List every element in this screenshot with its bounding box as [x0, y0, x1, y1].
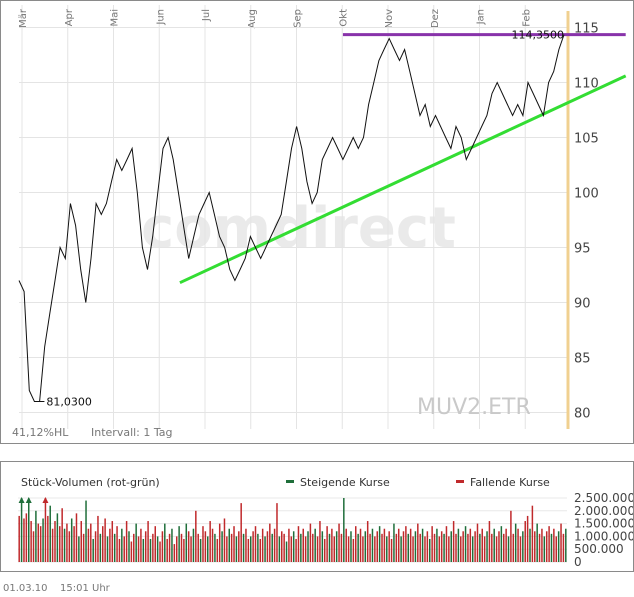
price-tick-label: 80	[574, 407, 591, 422]
footer-date: 01.03.10	[3, 583, 48, 594]
price-tick-label: 100	[574, 187, 599, 202]
legend-rising-swatch	[286, 480, 294, 483]
volume-title: Stück-Volumen (rot-grün)	[21, 476, 160, 489]
footer-time: 15:01 Uhr	[60, 583, 110, 594]
price-series-line	[18, 34, 565, 402]
month-tick-label: Jul	[201, 9, 212, 22]
month-tick-label: Mär	[18, 8, 29, 28]
month-tick-label: Sep	[293, 9, 304, 28]
month-tick-label: Jun	[155, 9, 166, 26]
legend-falling-swatch	[456, 480, 464, 483]
ticker-label: MUV2.ETR	[417, 395, 531, 420]
volume-chart: Stück-Volumen (rot-grün) Steigende Kurse…	[18, 476, 634, 569]
price-tick-label: 115	[574, 22, 599, 37]
legend-rising-label: Steigende Kurse	[300, 476, 390, 489]
volume-overflow-arrow	[18, 497, 25, 503]
price-tick-label: 105	[574, 132, 599, 147]
trendline	[179, 74, 627, 285]
hl-stat-label: 41,12%HL	[12, 426, 69, 439]
month-tick-label: Dez	[430, 9, 441, 28]
volume-tick-label: 2.000.000	[574, 504, 633, 518]
volume-tick-label: 2.500.000	[574, 491, 633, 505]
month-tick-label: Feb	[521, 9, 532, 27]
legend-falling-label: Fallende Kurse	[470, 476, 550, 489]
month-tick-label: Jan	[476, 9, 487, 25]
price-chart-panel: comdirect MärAprMaiJunJulAugSepOktNovDez…	[0, 0, 634, 444]
interval-label: Intervall: 1 Tag	[91, 426, 173, 439]
price-tick-label: 110	[574, 77, 599, 92]
volume-tick-label: 0	[574, 555, 582, 569]
volume-chart-panel: Stück-Volumen (rot-grün) Steigende Kurse…	[0, 461, 634, 572]
month-tick-label: Mai	[110, 9, 121, 27]
price-tick-label: 85	[574, 352, 591, 367]
high-value-label: 114,3500	[512, 29, 565, 42]
volume-overflow-arrow	[42, 497, 49, 503]
month-tick-label: Apr	[64, 8, 75, 26]
price-tick-label: 95	[574, 242, 591, 257]
price-tick-label: 90	[574, 297, 591, 312]
price-chart: comdirect MärAprMaiJunJulAugSepOktNovDez…	[12, 5, 627, 439]
month-tick-label: Okt	[338, 9, 349, 27]
volume-tick-label: 1.500.000	[574, 517, 633, 531]
month-tick-label: Aug	[247, 9, 258, 29]
month-tick-label: Nov	[384, 9, 395, 29]
volume-tick-label: 500.000	[574, 542, 624, 556]
volume-tick-label: 1.000.000	[574, 529, 633, 543]
low-value-label: 81,0300	[46, 396, 92, 409]
volume-overflow-arrow	[25, 497, 32, 503]
